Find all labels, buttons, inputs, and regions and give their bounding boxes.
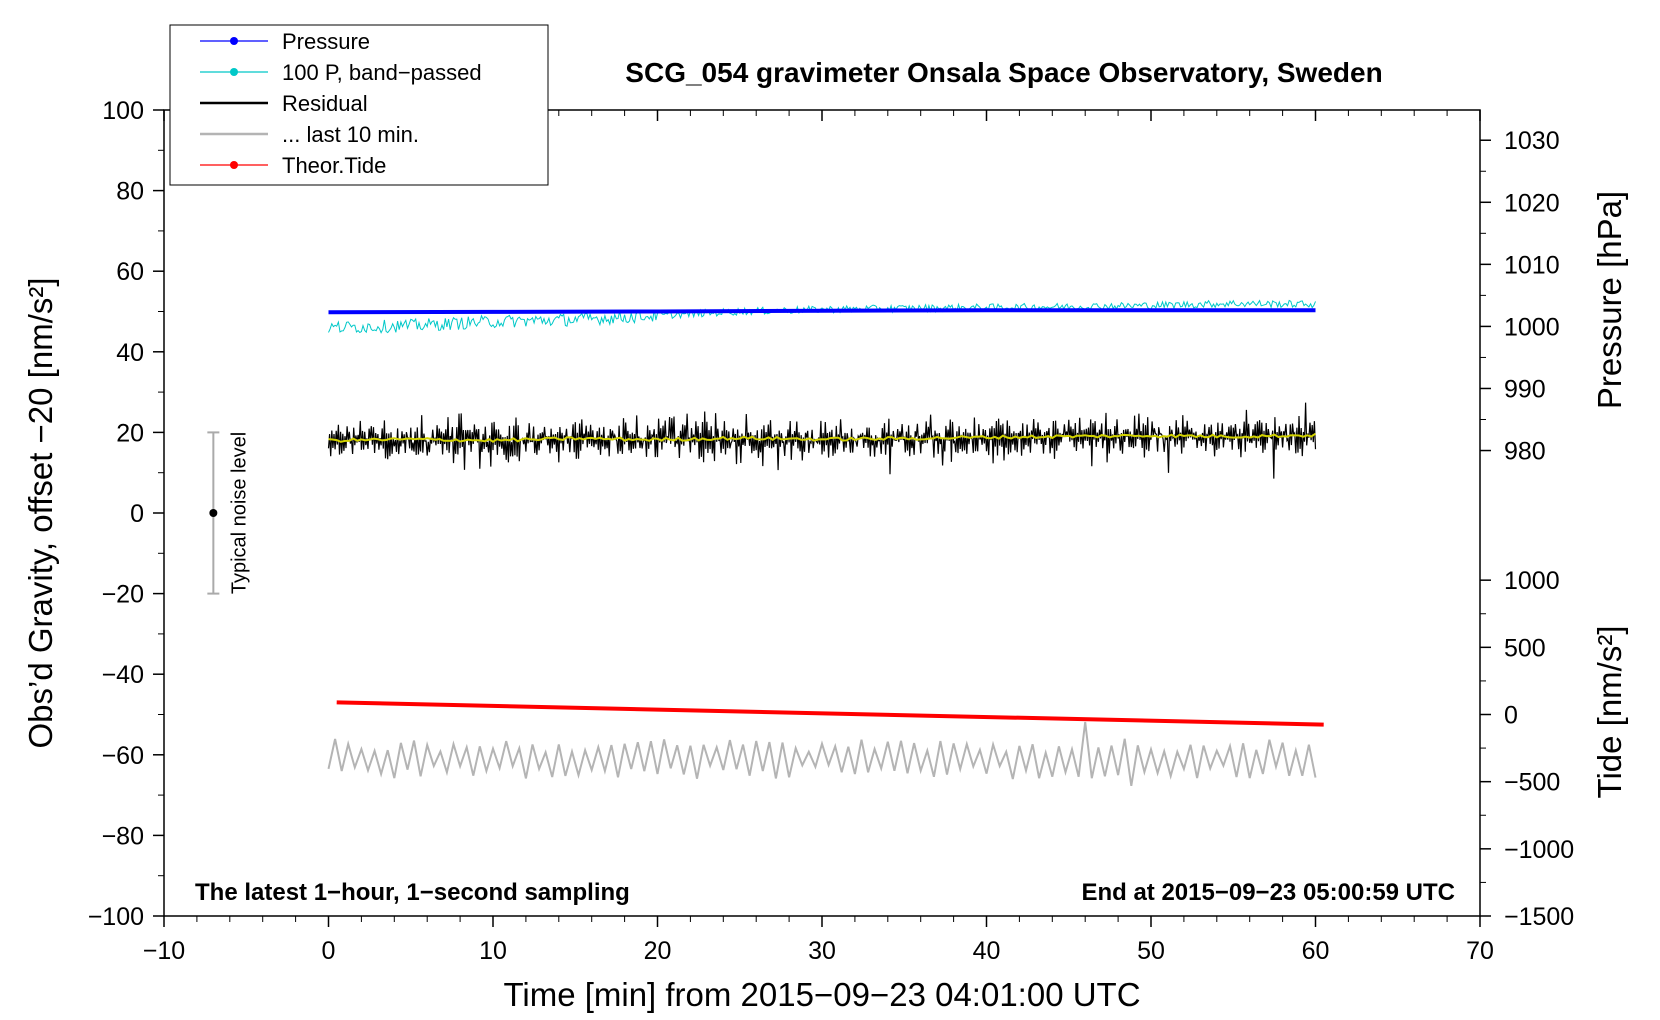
legend: Pressure 100 P, band−passed Residual ... la… [169, 24, 549, 186]
pressure-line [328, 308, 1316, 315]
pressure-axis-tick-label: 1000 [1504, 313, 1560, 341]
y-tick-label: 60 [116, 258, 144, 286]
residual-line [327, 402, 1317, 479]
pressure-axis-tick-label: 990 [1504, 375, 1546, 403]
legend-swatch-dot [230, 161, 238, 169]
legend-label: Theor.Tide [282, 153, 386, 178]
y-tick-label: −80 [102, 822, 144, 850]
x-tick-label: 40 [973, 937, 1001, 965]
x-tick-label: 20 [644, 937, 672, 965]
tide-axis-tick-label: 0 [1504, 702, 1518, 730]
x-tick-label: 0 [322, 937, 336, 965]
legend-label: Residual [282, 91, 368, 116]
legend-swatch-dot [230, 68, 238, 76]
tide-axis-tick-label: −1000 [1504, 836, 1574, 864]
y-axis-tide-title: Tide [nm/s²] [1591, 626, 1628, 799]
x-tick-label: 50 [1137, 937, 1165, 965]
y-tick-label: −40 [102, 661, 144, 689]
x-axis-title: Time [min] from 2015−09−23 04:01:00 UTC [503, 976, 1140, 1013]
legend-label: Pressure [282, 29, 370, 54]
legend-swatch-dot [230, 37, 238, 45]
tide-axis-tick-label: −500 [1504, 769, 1560, 797]
y-axis-pressure-title: Pressure [hPa] [1591, 191, 1628, 409]
chart-title: SCG_054 gravimeter Onsala Space Observat… [625, 57, 1382, 88]
pressure-axis-tick-label: 980 [1504, 438, 1546, 466]
noise-bar-label: Typical noise level [228, 432, 250, 594]
tide-axis-tick-label: 1000 [1504, 567, 1560, 595]
noise-bar-center-dot [209, 509, 218, 517]
y-axis-left-title: Obs’d Gravity, offset −20 [nm/s²] [22, 277, 59, 748]
x-tick-label: 10 [479, 937, 507, 965]
x-tick-label: 60 [1302, 937, 1330, 965]
pressure-axis-tick-label: 1010 [1504, 251, 1560, 279]
x-tick-label: −10 [143, 937, 185, 965]
tide-axis-tick-label: 500 [1504, 634, 1546, 662]
legend-label: 100 P, band−passed [282, 60, 482, 85]
end-time-annotation: End at 2015−09−23 05:00:59 UTC [1081, 879, 1455, 906]
last-10-min-line [327, 721, 1317, 787]
x-tick-label: 30 [808, 937, 836, 965]
y-tick-label: 20 [116, 419, 144, 447]
data-series [327, 299, 1324, 787]
axis-ticks: −10 0 10 20 30 40 50 60 70100806040200−20−40−60−… [88, 97, 1575, 965]
y-tick-label: −60 [102, 742, 144, 770]
pressure-axis-tick-label: 1030 [1504, 127, 1560, 155]
y-tick-label: 100 [102, 97, 144, 125]
y-tick-label: 0 [130, 500, 144, 528]
theoretical-tide-line [336, 700, 1324, 727]
legend-label: ... last 10 min. [282, 122, 419, 147]
tide-axis-tick-label: −1500 [1504, 903, 1574, 931]
pressure-axis-tick-label: 1020 [1504, 189, 1560, 217]
y-tick-label: −20 [102, 581, 144, 609]
typical-noise-level: Typical noise level [207, 431, 250, 595]
x-tick-label: 70 [1466, 937, 1494, 965]
sampling-annotation: The latest 1−hour, 1−second sampling [195, 879, 630, 906]
y-tick-label: 40 [116, 339, 144, 367]
residual-smoothed-line [328, 432, 1317, 443]
y-tick-label: 80 [116, 178, 144, 206]
legend-box [169, 24, 549, 186]
y-tick-label: −100 [88, 903, 144, 931]
